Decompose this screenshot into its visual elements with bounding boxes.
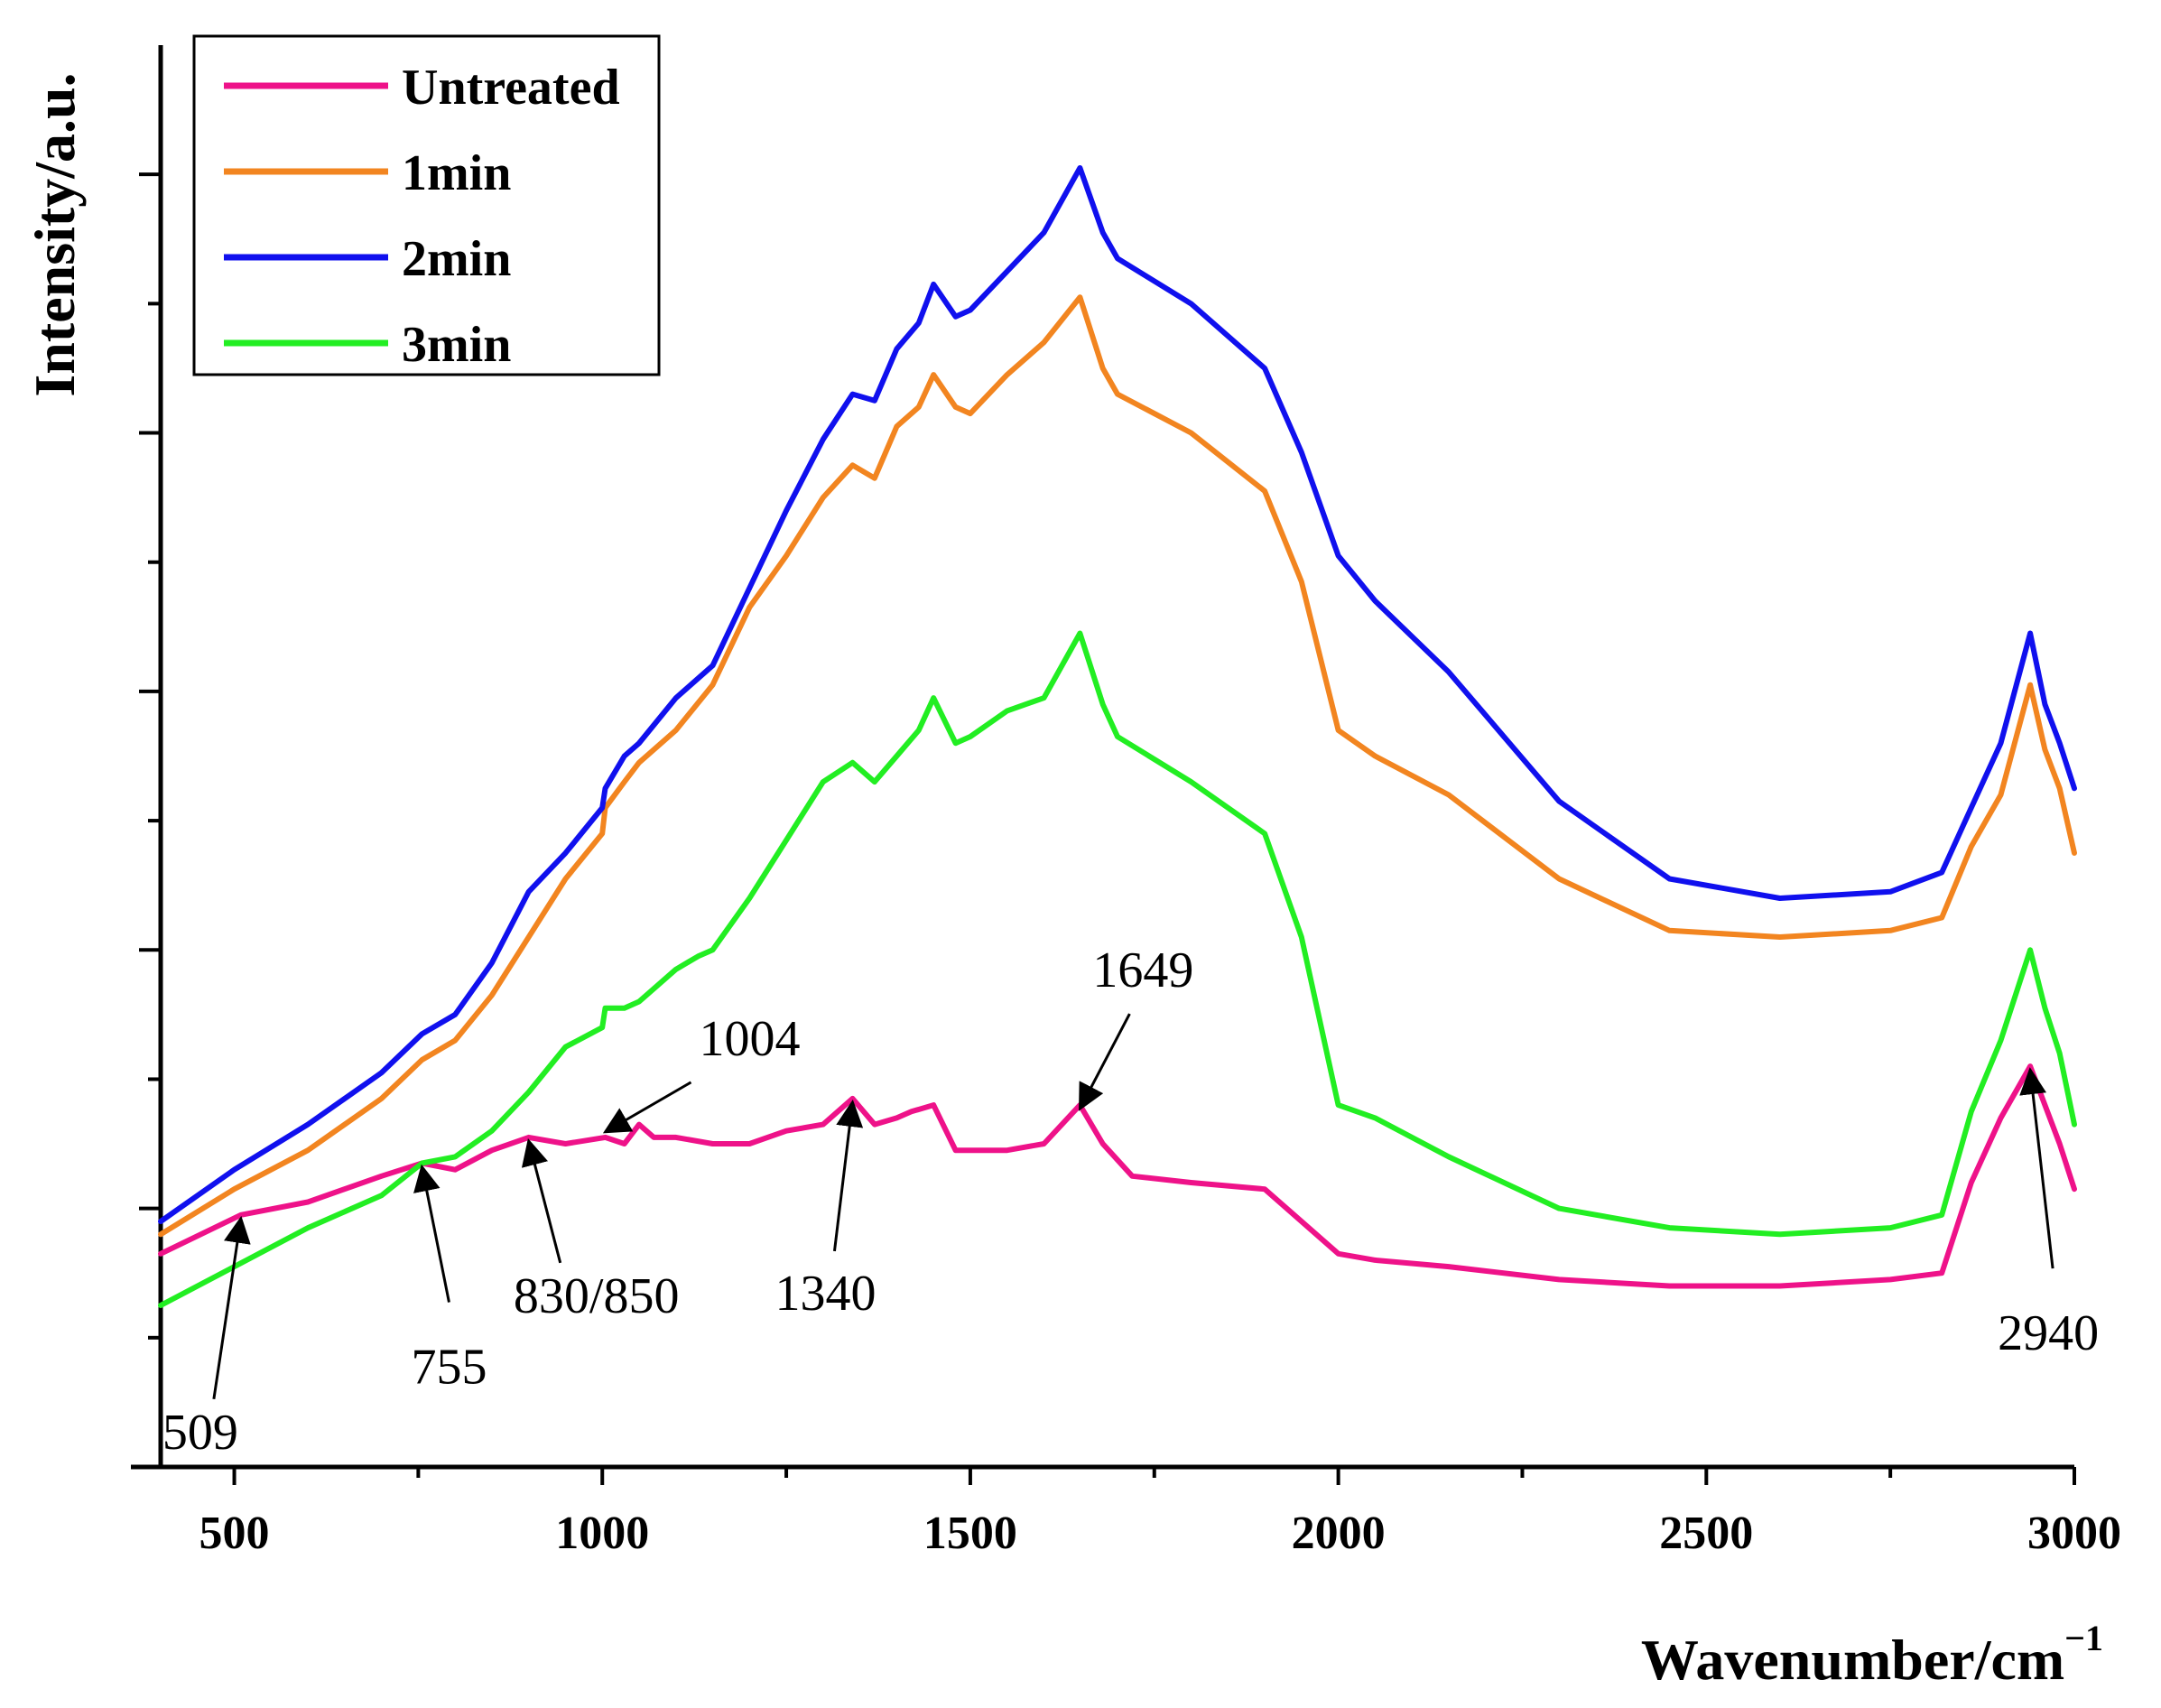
peak-label: 2940	[1998, 1305, 2099, 1361]
series-line-2min	[158, 165, 2077, 1224]
legend-label: 1min	[402, 145, 511, 201]
x-tick-label: 2000	[1292, 1508, 1386, 1559]
y-axis-title: Intensity/a.u.	[23, 72, 87, 396]
annotation-arrow	[602, 1081, 692, 1134]
peak-label: 1340	[774, 1266, 876, 1322]
peak-label: 830/850	[514, 1268, 680, 1324]
series-line-3min	[158, 630, 2077, 1308]
series-line-1min	[158, 294, 2077, 1238]
annotation-layer: 509 755 830/850 1004 1340 1649 2940	[162, 942, 2099, 1461]
x-tick-label: 2500	[1659, 1508, 1753, 1559]
x-tick-label: 3000	[2027, 1508, 2121, 1559]
legend-label: 2min	[402, 231, 511, 287]
x-tick-label: 1500	[923, 1508, 1017, 1559]
annotation-arrow	[212, 1215, 251, 1400]
legend-label: Untreated	[402, 60, 620, 116]
legend-box	[192, 34, 661, 376]
peak-label: 1649	[1092, 942, 1193, 998]
annotation-arrow	[1079, 1013, 1131, 1111]
legend-label: 3min	[402, 317, 511, 373]
annotation-arrow	[2019, 1067, 2054, 1269]
x-axis-title-superscript: −1	[2064, 1618, 2103, 1658]
x-tick-label: 500	[199, 1508, 270, 1559]
legend: Untreated 1min 2min 3min	[192, 34, 661, 376]
annotation-arrow	[413, 1164, 450, 1303]
axis-ticks: 500 1000 1500 2000 2500 3000	[139, 172, 2121, 1559]
peak-label: 1004	[699, 1011, 800, 1067]
x-tick-label: 1000	[555, 1508, 649, 1559]
annotation-arrow	[832, 1099, 864, 1252]
peak-label: 509	[162, 1405, 238, 1461]
x-axis-title: Wavenumber/cm−1	[1641, 1618, 2103, 1692]
series-line-untreated	[158, 1063, 2077, 1289]
annotation-arrow	[521, 1137, 562, 1264]
peak-label: 755	[411, 1340, 487, 1396]
x-axis-title-text: Wavenumber/cm	[1641, 1628, 2064, 1692]
